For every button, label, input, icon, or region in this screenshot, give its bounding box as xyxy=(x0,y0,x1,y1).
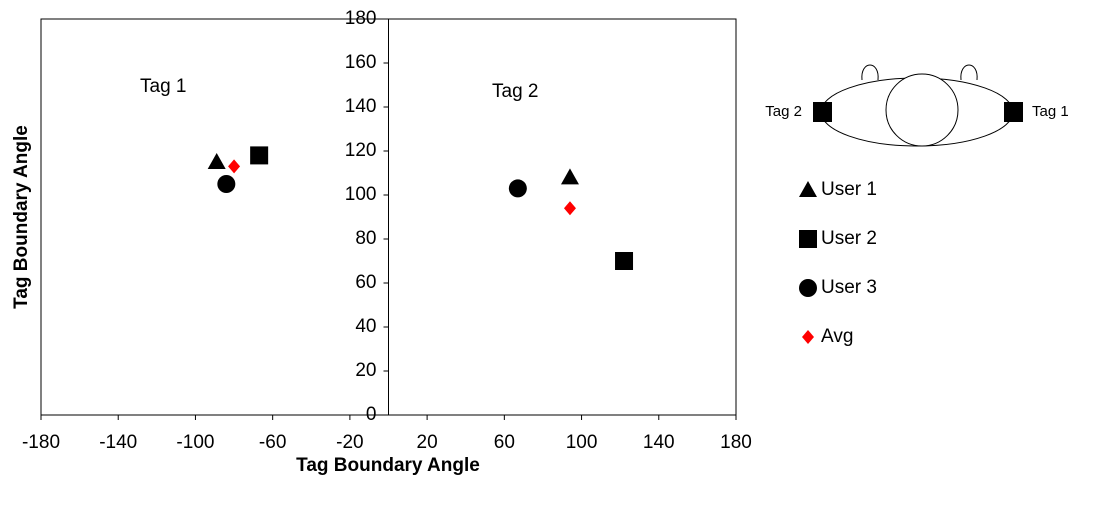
y-tick-label: 0 xyxy=(366,404,377,425)
x-tick-label: -60 xyxy=(259,432,286,453)
diagram-ear xyxy=(861,64,879,81)
legend-label: User 3 xyxy=(821,277,877,298)
y-tick-label: 60 xyxy=(355,272,376,293)
diagram-label: Tag 2 xyxy=(765,103,802,120)
y-tick-label: 20 xyxy=(355,360,376,381)
legend-marker xyxy=(799,279,817,297)
y-tick-label: 120 xyxy=(345,140,377,161)
y-tick-label: 100 xyxy=(345,184,377,205)
diagram-tag xyxy=(813,102,832,122)
point xyxy=(217,175,236,193)
point xyxy=(228,159,241,174)
point xyxy=(563,201,576,216)
annotation: Tag 2 xyxy=(492,81,538,102)
x-tick-label: 60 xyxy=(494,432,515,453)
y-tick-label: 180 xyxy=(345,8,377,29)
legend-marker xyxy=(802,330,814,344)
legend-label: User 2 xyxy=(821,228,877,249)
x-axis-title: Tag Boundary Angle xyxy=(296,455,480,476)
x-tick-label: -180 xyxy=(22,432,60,453)
legend-marker xyxy=(799,181,817,197)
x-tick-label: 100 xyxy=(566,432,598,453)
x-tick-label: 180 xyxy=(720,432,752,453)
legend-marker xyxy=(799,230,817,248)
point xyxy=(560,168,579,185)
point xyxy=(250,146,269,165)
point xyxy=(615,252,634,270)
legend-label: User 1 xyxy=(821,179,877,200)
diagram-ear xyxy=(960,64,978,81)
annotation: Tag 1 xyxy=(140,76,186,97)
x-tick-label: -20 xyxy=(336,432,363,453)
x-tick-label: -140 xyxy=(99,432,137,453)
y-tick-label: 80 xyxy=(355,228,376,249)
y-tick-label: 140 xyxy=(345,96,377,117)
diagram-label: Tag 1 xyxy=(1032,103,1069,120)
y-tick-label: 40 xyxy=(355,316,376,337)
x-tick-label: 140 xyxy=(643,432,675,453)
legend-label: Avg xyxy=(821,326,853,347)
tag-diagram: Tag 2 Tag 1 xyxy=(765,64,1069,147)
diagram-tag xyxy=(1004,102,1023,122)
diagram-head xyxy=(885,73,959,147)
point xyxy=(207,153,226,169)
point xyxy=(508,179,527,198)
x-tick-label: 20 xyxy=(417,432,438,453)
x-tick-label: -100 xyxy=(176,432,214,453)
y-tick-label: 160 xyxy=(345,52,377,73)
y-axis-title: Tag Boundary Angle xyxy=(11,125,32,309)
